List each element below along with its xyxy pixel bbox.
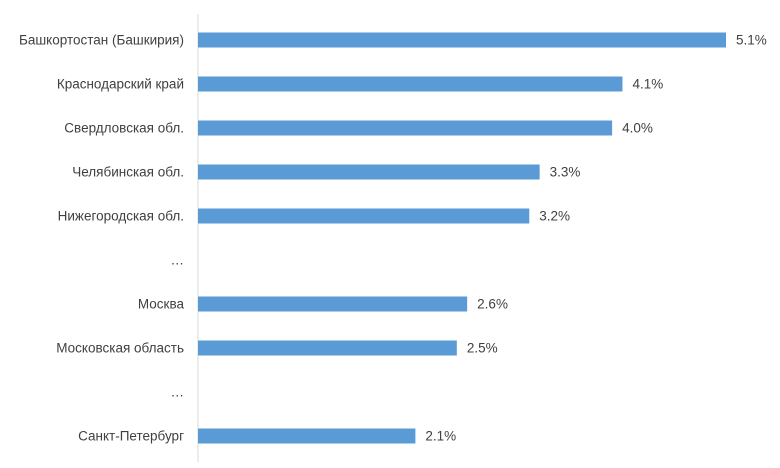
value-label: 4.0% <box>622 121 653 136</box>
bar <box>198 340 457 356</box>
bar <box>198 76 623 92</box>
category-label: … <box>171 385 185 400</box>
category-label: Челябинская обл. <box>72 165 184 180</box>
bar <box>198 32 726 48</box>
bar <box>198 120 613 136</box>
category-label: Свердловская обл. <box>64 121 184 136</box>
value-label: 4.1% <box>632 77 663 92</box>
category-label: Башкортостан (Башкирия) <box>19 33 184 48</box>
category-label: Нижегородская обл. <box>58 209 184 224</box>
category-label: Краснодарский край <box>57 77 184 92</box>
bar <box>198 428 416 444</box>
value-label: 2.6% <box>477 297 508 312</box>
category-label: Москва <box>138 297 185 312</box>
bar <box>198 296 468 312</box>
value-label: 3.3% <box>550 165 581 180</box>
value-label: 3.2% <box>539 209 570 224</box>
value-labels-group: 5.1% 4.1% 4.0% 3.3% 3.2% 2.6% 2.5% 2.1% <box>425 33 766 444</box>
bar <box>198 208 530 224</box>
value-label: 2.5% <box>467 341 498 356</box>
category-labels-group: Башкортостан (Башкирия) Краснодарский кра… <box>19 33 185 444</box>
category-label: Московская область <box>56 341 184 356</box>
bars-group <box>198 32 726 444</box>
bar <box>198 164 540 180</box>
value-label: 2.1% <box>425 429 456 444</box>
category-label: Санкт-Петербург <box>78 429 184 444</box>
category-label: … <box>171 253 185 268</box>
value-label: 5.1% <box>736 33 767 48</box>
